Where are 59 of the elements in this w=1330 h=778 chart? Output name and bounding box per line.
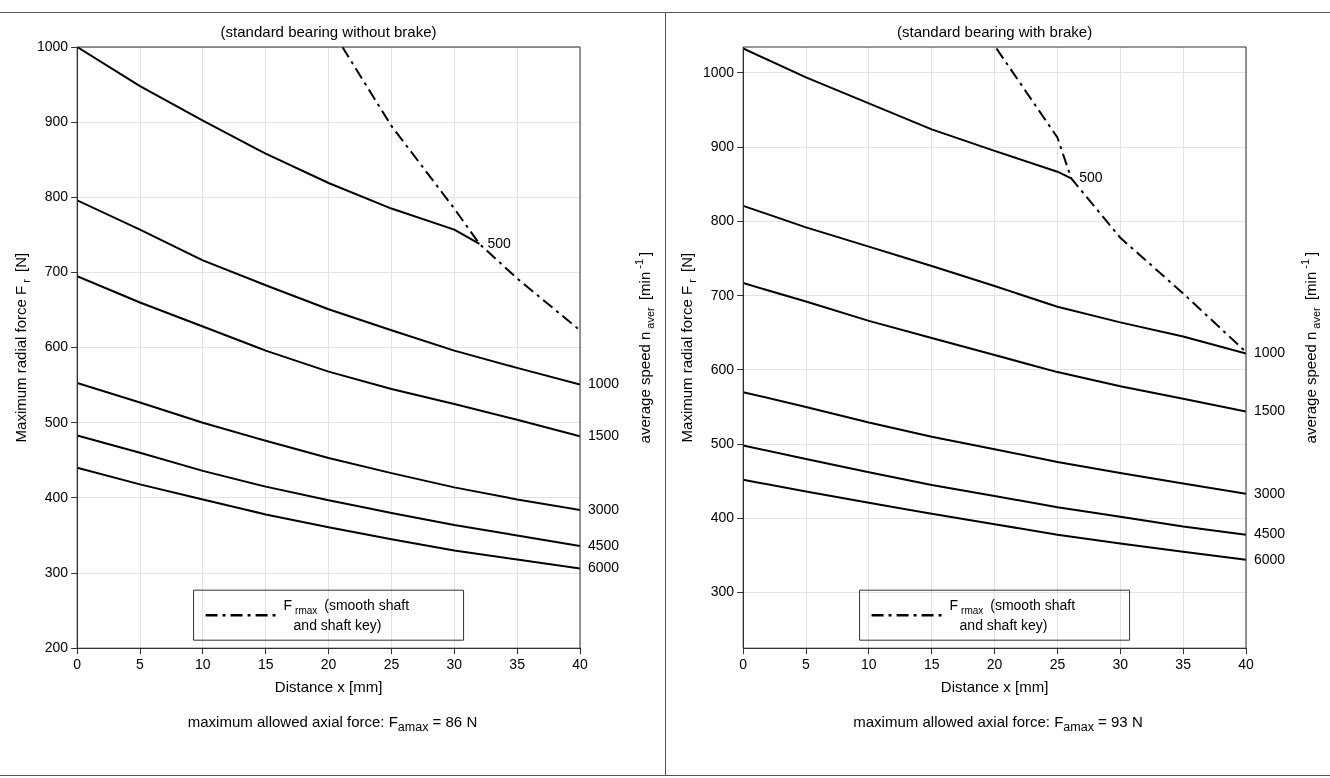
y-tick-label: 700 xyxy=(44,263,69,280)
x-tick-label: 5 xyxy=(136,656,145,673)
x-tick-label: 20 xyxy=(986,656,1003,673)
x-tick-label: 30 xyxy=(1112,656,1129,673)
series-label: 1500 xyxy=(1254,402,1286,419)
y-tick-label: 600 xyxy=(44,338,69,355)
chart-title: (standard bearing with brake) xyxy=(897,23,1093,41)
y2-axis-title: average speed naver [min-1] xyxy=(633,251,657,444)
legend-label: Frmax (smooth shaft and shaft key) xyxy=(949,597,1076,634)
y-tick-label: 600 xyxy=(710,360,735,377)
text: maximum allowed axial force: F$_{amax}$ = 93 N xyxy=(852,713,1144,734)
x-tick-label: 30 xyxy=(446,656,463,673)
y-tick-label: 400 xyxy=(710,509,735,526)
series-label: 1000 xyxy=(588,375,620,392)
x-tick-label: 40 xyxy=(1238,656,1254,673)
y-tick-label: 900 xyxy=(44,113,69,130)
series-label: 6000 xyxy=(588,559,620,576)
series-label: 3000 xyxy=(588,500,620,517)
y-tick-label: 500 xyxy=(710,434,735,451)
y-tick-label: 1000 xyxy=(36,37,69,54)
y-tick-label: 300 xyxy=(710,583,735,600)
x-tick-label: 10 xyxy=(861,656,877,673)
x-tick-label: 10 xyxy=(195,656,211,673)
y-tick-label: 800 xyxy=(44,188,69,205)
y-tick-label: 900 xyxy=(710,138,735,155)
series-label: 4500 xyxy=(588,536,620,553)
series-label: 500 xyxy=(487,234,511,251)
x-tick-label: 20 xyxy=(320,656,337,673)
series-label: 500 xyxy=(1079,169,1103,186)
x-tick-label: 0 xyxy=(739,656,748,673)
y-tick-label: 700 xyxy=(710,286,735,303)
y-tick-label: 200 xyxy=(44,639,69,656)
chart-title: (standard bearing without brake) xyxy=(220,23,437,41)
x-tick-label: 35 xyxy=(509,656,526,673)
series-label: 6000 xyxy=(1254,550,1286,567)
x-axis-title: Distance x [mm] xyxy=(274,678,383,696)
x-tick-label: 25 xyxy=(1049,656,1066,673)
y-tick-label: 400 xyxy=(44,488,69,505)
x-tick-label: 15 xyxy=(923,656,940,673)
x-tick-label: 25 xyxy=(383,656,400,673)
y-axis-title: Maximum radial force Fr [N] xyxy=(12,252,33,443)
y-tick-label: 1000 xyxy=(702,63,735,80)
y-axis-title: Maximum radial force Fr [N] xyxy=(678,252,699,443)
series-label: 1000 xyxy=(1254,344,1286,361)
x-tick-label: 0 xyxy=(73,656,82,673)
x-tick-label: 35 xyxy=(1175,656,1192,673)
y-tick-label: 300 xyxy=(44,563,69,580)
x-tick-label: 15 xyxy=(257,656,274,673)
series-label: 1500 xyxy=(588,427,620,444)
y-tick-label: 800 xyxy=(710,212,735,229)
legend-label: Frmax (smooth shaft and shaft key) xyxy=(283,597,410,634)
x-tick-label: 5 xyxy=(802,656,811,673)
y2-axis-title: average speed naver [min-1] xyxy=(1299,251,1323,444)
series-label: 3000 xyxy=(1254,484,1286,501)
series-label: 4500 xyxy=(1254,525,1286,542)
x-axis-title: Distance x [mm] xyxy=(940,678,1049,696)
x-tick-label: 40 xyxy=(572,656,588,673)
y-tick-label: 500 xyxy=(44,413,69,430)
text: maximum allowed axial force: F$_{amax}$ = 86 N xyxy=(186,713,479,734)
